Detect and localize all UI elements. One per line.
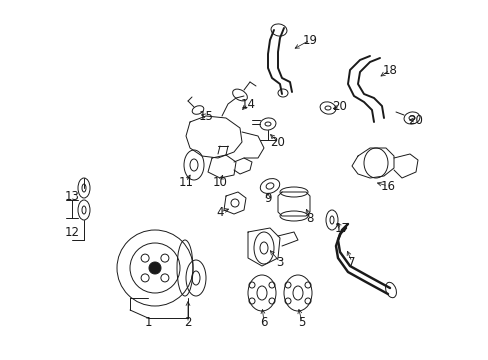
Text: 19: 19 bbox=[302, 33, 317, 46]
Text: 20: 20 bbox=[332, 99, 347, 113]
Text: 1: 1 bbox=[144, 316, 151, 329]
Text: 13: 13 bbox=[64, 189, 79, 202]
Text: 20: 20 bbox=[270, 135, 285, 149]
Text: 4: 4 bbox=[216, 206, 224, 219]
Text: 5: 5 bbox=[298, 315, 305, 328]
Text: 14: 14 bbox=[240, 98, 255, 111]
Text: 18: 18 bbox=[382, 63, 397, 77]
Text: 2: 2 bbox=[184, 316, 191, 329]
Text: 15: 15 bbox=[198, 109, 213, 122]
Text: 6: 6 bbox=[260, 315, 267, 328]
Text: 7: 7 bbox=[347, 256, 355, 269]
Text: 16: 16 bbox=[380, 180, 395, 193]
Text: 20: 20 bbox=[408, 113, 423, 126]
Text: 3: 3 bbox=[276, 256, 283, 269]
Text: 11: 11 bbox=[178, 176, 193, 189]
Text: 17: 17 bbox=[334, 221, 349, 234]
Text: 10: 10 bbox=[212, 176, 227, 189]
Text: 9: 9 bbox=[264, 192, 271, 204]
Text: 12: 12 bbox=[64, 225, 80, 239]
Circle shape bbox=[149, 262, 161, 274]
Text: 8: 8 bbox=[305, 212, 313, 225]
